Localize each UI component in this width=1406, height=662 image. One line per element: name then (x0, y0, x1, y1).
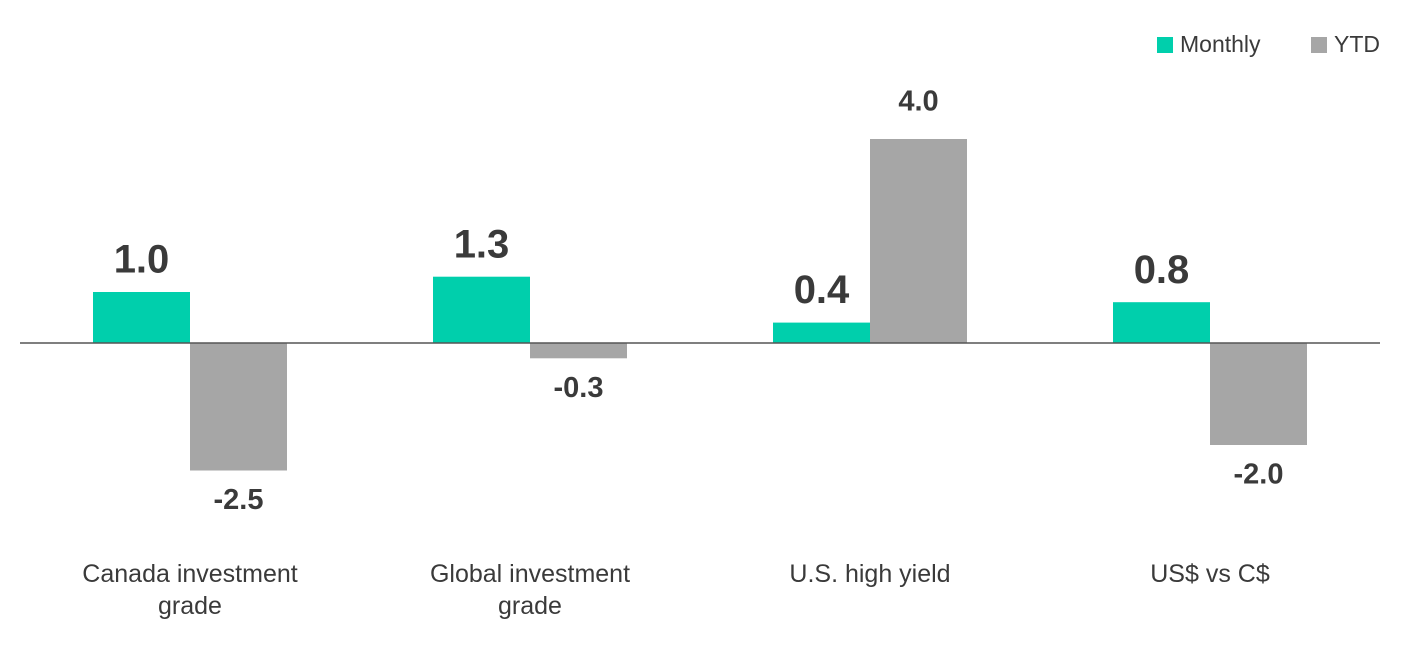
value-label: 1.0 (114, 238, 170, 282)
x-tick-label: US$ vs C$ (1150, 560, 1270, 588)
value-label: -0.3 (554, 372, 604, 404)
legend-swatch (1311, 37, 1327, 53)
x-tick-label: U.S. high yield (789, 560, 951, 588)
bar (433, 276, 530, 343)
bar (190, 343, 287, 471)
bar (93, 292, 190, 343)
value-label: 0.4 (794, 268, 850, 312)
bar (870, 139, 967, 343)
value-label: 1.3 (454, 222, 510, 266)
x-tick-label: Canada investment grade (82, 560, 298, 620)
bar (1210, 343, 1307, 445)
legend-swatch (1157, 37, 1173, 53)
legend-label: YTD (1334, 31, 1380, 57)
value-label: 4.0 (898, 86, 938, 118)
value-label: -2.0 (1234, 459, 1284, 491)
bar (1113, 302, 1210, 343)
value-label: -2.5 (214, 484, 264, 516)
bar (773, 322, 870, 343)
x-tick-label: Global investment grade (429, 560, 631, 620)
bar (530, 343, 627, 359)
value-label: 0.8 (1134, 248, 1190, 292)
legend-label: Monthly (1180, 31, 1261, 57)
